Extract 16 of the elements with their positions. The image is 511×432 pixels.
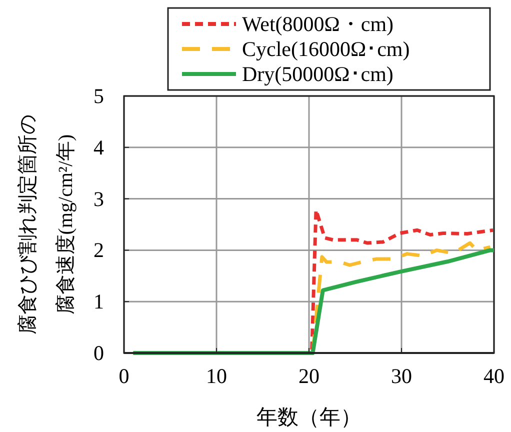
y-tick-label: 3	[94, 186, 104, 211]
legend-label: Cycle(16000Ω･cm)	[242, 37, 410, 61]
y-axis-title: 腐食ひび割れ判定箇所の腐食速度(mg/cm²/年)	[17, 114, 77, 334]
x-tick-label: 40	[484, 364, 504, 388]
x-tick-label: 20	[298, 364, 320, 388]
x-tick-label: 0	[118, 364, 130, 388]
y-tick-label: 2	[94, 238, 104, 262]
y-tick-label: 4	[94, 135, 104, 160]
x-tick-label: 30	[391, 364, 412, 388]
y-tick-label: 1	[94, 290, 104, 314]
y-tick-label: 5	[94, 84, 104, 108]
x-axis-title: 年数（年）	[256, 405, 362, 429]
y-tick-label: 0	[94, 341, 104, 365]
legend-label: Dry(50000Ω･cm)	[242, 62, 394, 86]
x-tick-label: 10	[206, 364, 227, 388]
legend-label: Wet(8000Ω・cm)	[242, 12, 394, 36]
